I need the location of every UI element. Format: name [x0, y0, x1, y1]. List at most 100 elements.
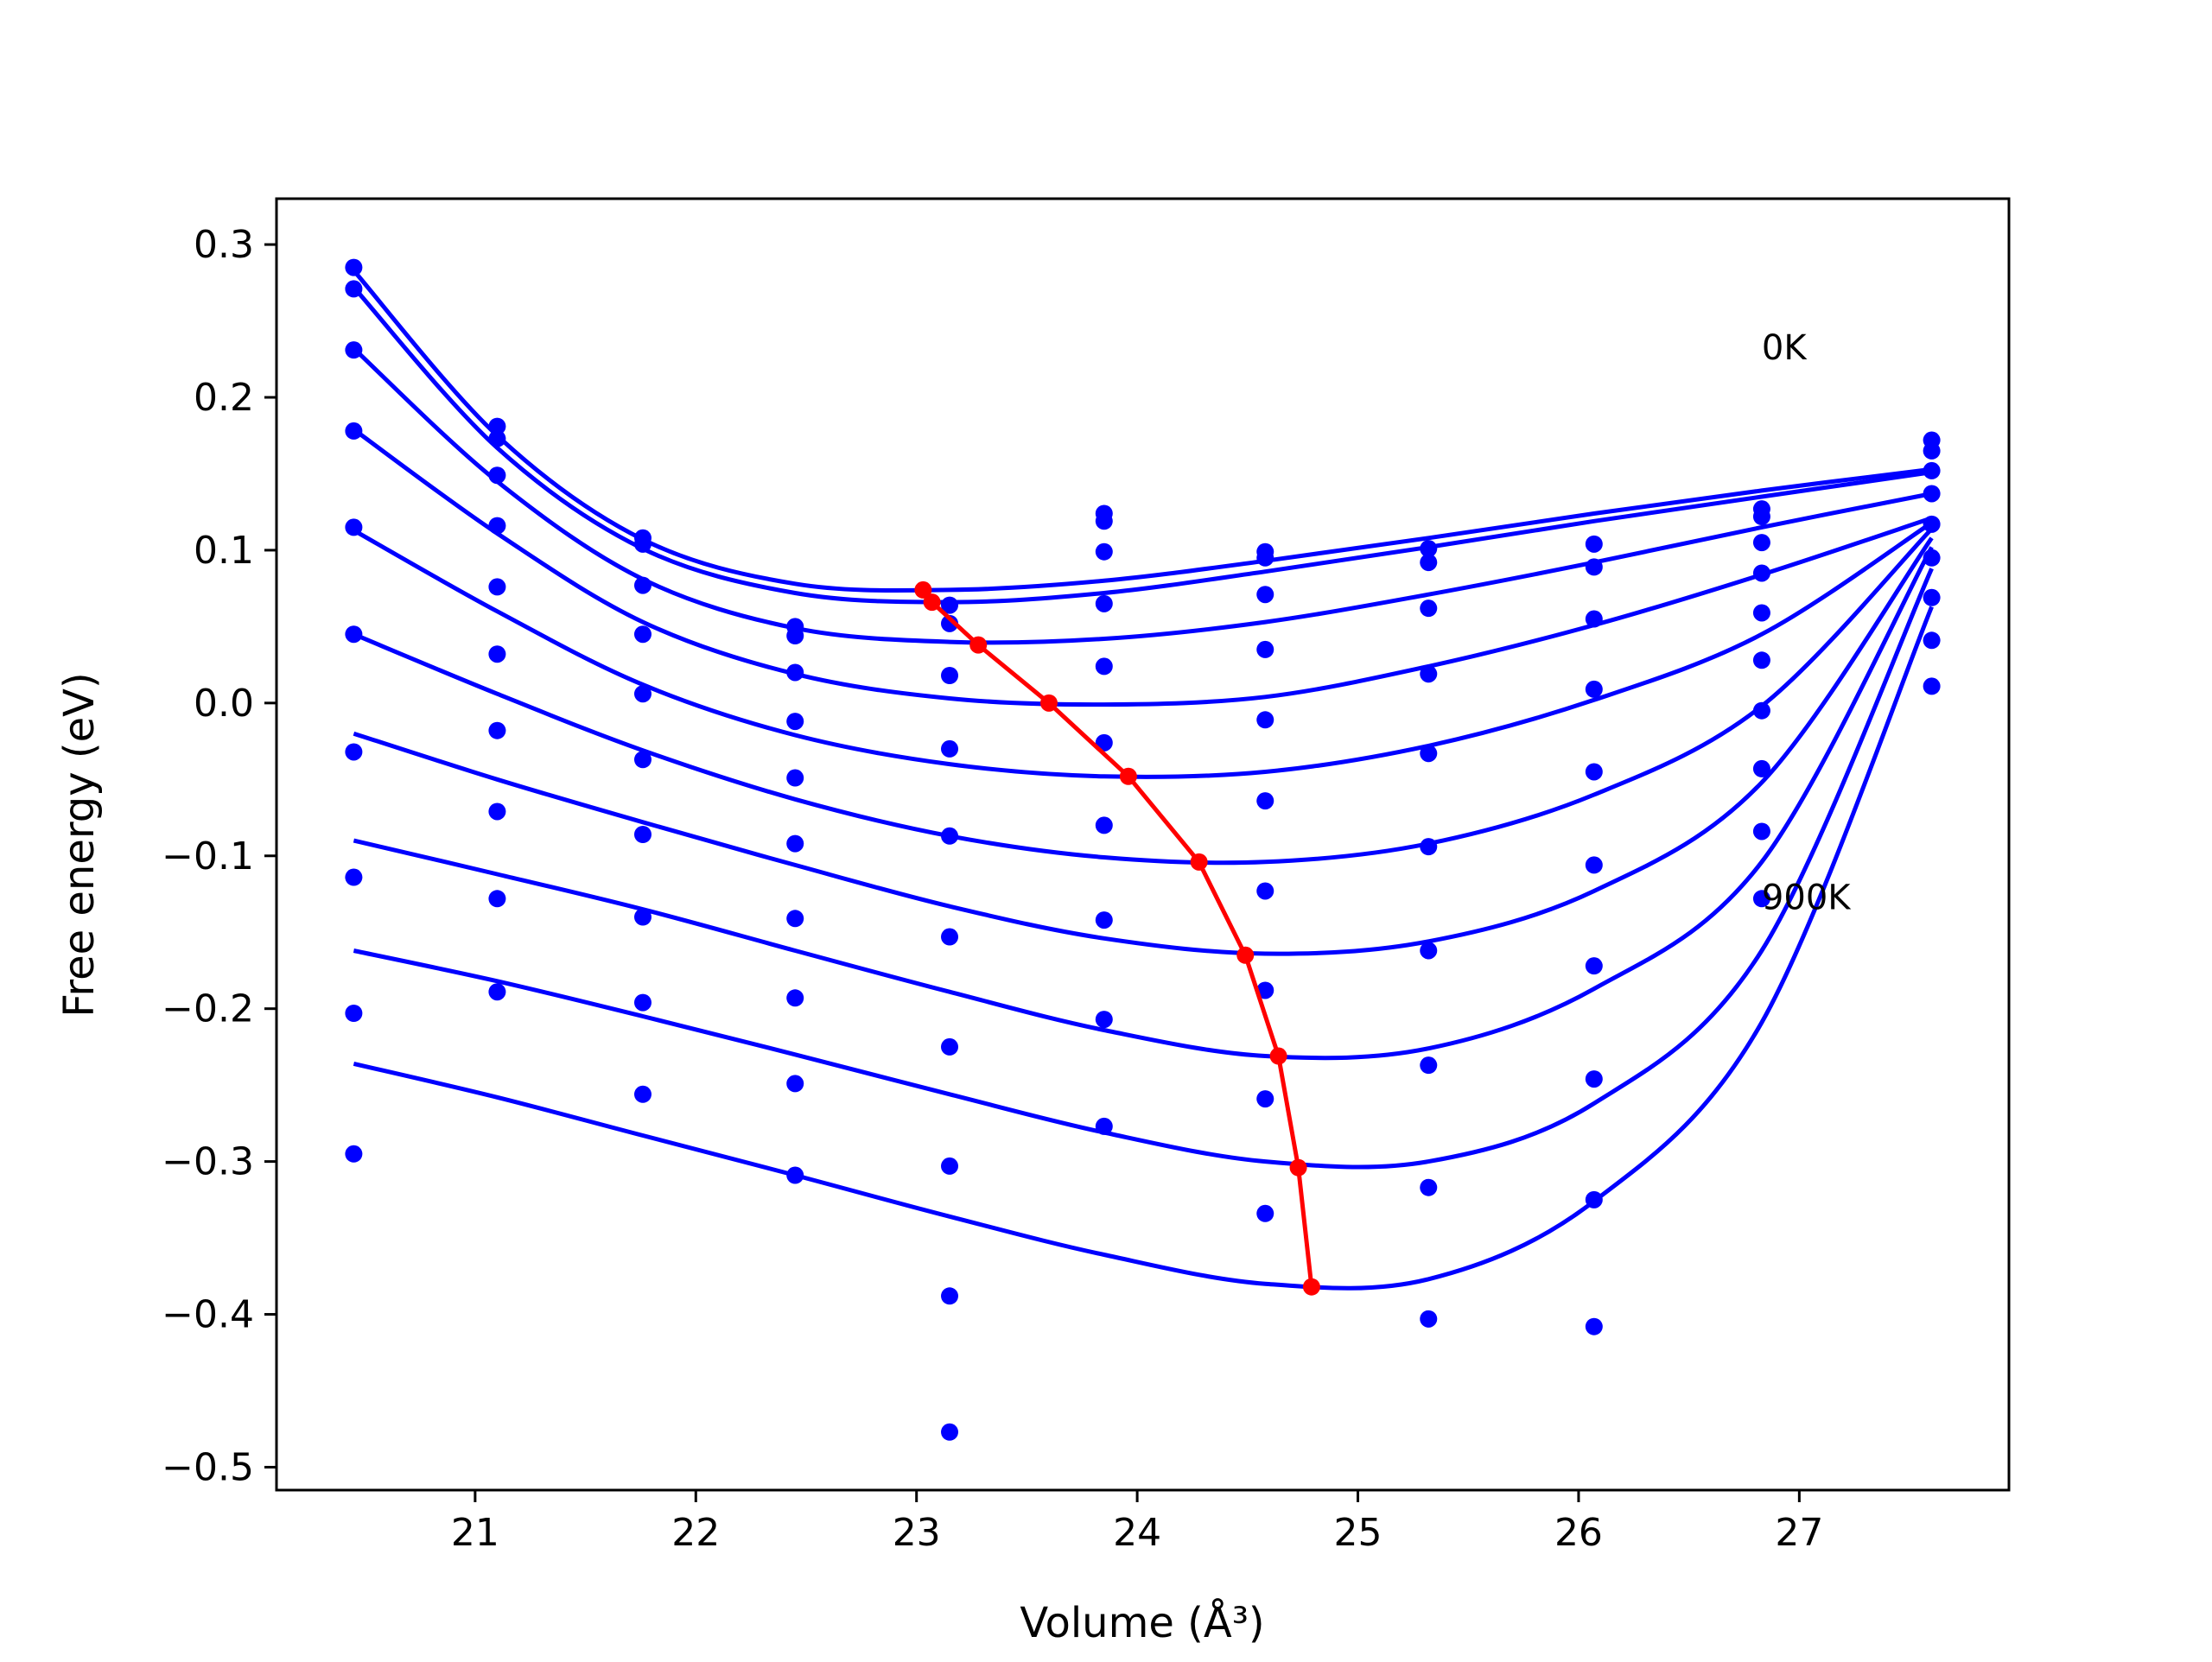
data-point — [941, 739, 959, 758]
x-tick-label: 22 — [671, 1511, 720, 1555]
fit-curve — [353, 527, 1934, 866]
data-point — [941, 1037, 959, 1056]
minimum-point — [1119, 767, 1137, 785]
fit-curve — [353, 521, 1933, 779]
x-tick-label: 26 — [1554, 1511, 1603, 1555]
data-point — [1752, 759, 1770, 777]
data-point — [1420, 1056, 1438, 1075]
data-point — [633, 826, 652, 843]
data-point — [1923, 441, 1941, 460]
fit-curve — [353, 536, 1934, 956]
data-point — [488, 890, 506, 908]
data-point — [1420, 599, 1438, 618]
data-point — [786, 910, 804, 928]
minimum-point — [1289, 1158, 1307, 1177]
data-point — [1095, 512, 1113, 530]
data-point — [345, 341, 363, 359]
minimum-point — [923, 593, 941, 612]
minimum-line — [921, 588, 1314, 1287]
data-point — [1420, 665, 1438, 683]
data-point — [345, 518, 363, 536]
data-point — [786, 989, 804, 1007]
x-tick-label: 23 — [893, 1511, 941, 1555]
data-points — [345, 258, 1941, 1441]
data-point — [1585, 680, 1603, 698]
minimum-point — [1302, 1278, 1320, 1296]
x-tick-label: 25 — [1334, 1511, 1382, 1555]
data-point — [1923, 588, 1941, 606]
y-tick-label: −0.2 — [162, 987, 254, 1031]
data-point — [1752, 651, 1770, 669]
data-point — [786, 769, 804, 787]
y-tick-label: −0.1 — [162, 834, 254, 879]
data-point — [633, 535, 652, 553]
data-point — [1256, 586, 1274, 604]
y-axis: 0.3 0.2 0.1 0.0 −0.1 −0.2 −0.3 −0.4 −0.5 — [162, 223, 276, 1489]
data-point — [633, 751, 652, 769]
data-point — [633, 993, 652, 1012]
data-point — [345, 280, 363, 298]
data-point — [1752, 564, 1770, 582]
y-tick-label: −0.4 — [162, 1293, 254, 1337]
data-point — [1585, 957, 1603, 975]
minimum-point — [914, 580, 932, 599]
data-point — [345, 422, 363, 440]
data-point — [941, 667, 959, 684]
data-point — [488, 466, 506, 485]
data-point — [1095, 911, 1113, 929]
data-point — [786, 663, 804, 682]
x-tick-label: 27 — [1775, 1511, 1823, 1555]
data-point — [345, 258, 363, 276]
data-point — [345, 743, 363, 761]
y-axis-label: Free energy (eV) — [55, 672, 104, 1017]
data-point — [488, 429, 506, 447]
data-point — [345, 625, 363, 644]
data-point — [1585, 856, 1603, 874]
data-point — [633, 625, 652, 644]
data-point — [488, 517, 506, 535]
data-point — [488, 721, 506, 739]
data-point — [1420, 554, 1438, 572]
data-point — [633, 685, 652, 703]
x-axis-label: Volume (Å³) — [1020, 1598, 1264, 1647]
data-point — [1923, 515, 1941, 533]
x-axis: 21 22 23 24 25 26 27 — [451, 1490, 1823, 1555]
data-point — [1095, 594, 1113, 612]
annotation-label: 900K — [1762, 879, 1852, 918]
data-point — [1585, 1317, 1603, 1335]
data-point — [1752, 822, 1770, 841]
data-point — [1420, 838, 1438, 856]
minimum-point — [1236, 946, 1255, 964]
data-point — [1585, 1190, 1603, 1208]
data-point — [1095, 816, 1113, 834]
plot-frame — [275, 197, 2011, 1492]
minimum-point — [1190, 853, 1208, 871]
data-point — [1095, 657, 1113, 676]
data-point — [941, 596, 959, 614]
data-point — [941, 614, 959, 632]
data-point — [786, 1075, 804, 1093]
data-point — [633, 1085, 652, 1103]
fit-curve — [352, 428, 1933, 707]
data-point — [1420, 745, 1438, 763]
minimum-point — [1269, 1047, 1287, 1065]
data-point — [488, 802, 506, 821]
data-point — [1256, 792, 1274, 810]
data-point — [633, 908, 652, 926]
fit-curve — [352, 269, 1932, 593]
x-tick-label: 21 — [451, 1511, 499, 1555]
data-point — [941, 1287, 959, 1305]
y-tick-label: −0.5 — [162, 1445, 254, 1489]
data-point — [786, 713, 804, 731]
data-point — [941, 827, 959, 845]
minimum-point — [969, 636, 988, 654]
y-tick-label: 0.1 — [194, 529, 254, 573]
data-point — [941, 1157, 959, 1175]
y-tick-label: −0.3 — [162, 1140, 254, 1184]
x-tick-label: 24 — [1113, 1511, 1161, 1555]
data-point — [1420, 540, 1438, 558]
fit-curve — [353, 568, 1934, 1170]
data-point — [1095, 542, 1113, 561]
